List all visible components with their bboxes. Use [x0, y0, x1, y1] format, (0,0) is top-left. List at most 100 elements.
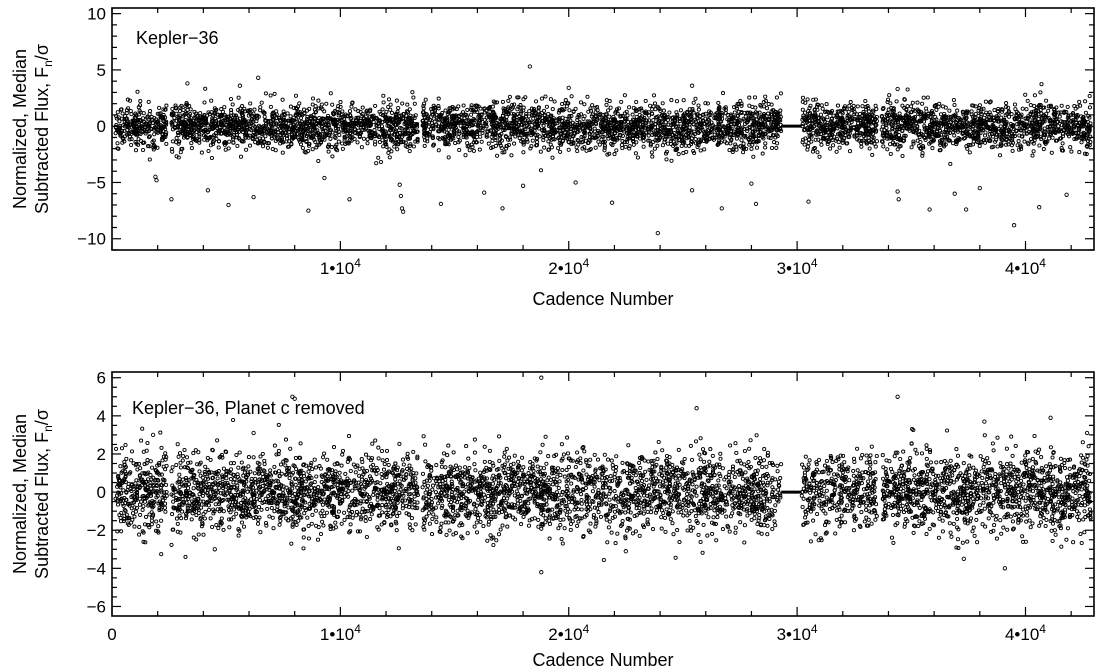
data-point	[824, 102, 829, 107]
data-point	[1006, 142, 1011, 147]
data-point	[467, 148, 472, 153]
data-point	[220, 109, 225, 114]
data-point	[667, 110, 672, 115]
data-point	[1083, 99, 1088, 104]
data-point	[512, 141, 517, 146]
data-point	[558, 149, 563, 154]
data-point	[813, 97, 818, 102]
data-point	[840, 140, 845, 145]
data-point	[834, 149, 839, 154]
data-point	[756, 139, 761, 144]
data-point	[495, 153, 500, 158]
data-point	[578, 100, 584, 105]
data-point	[705, 101, 710, 106]
data-point	[360, 105, 365, 110]
data-point	[652, 146, 657, 151]
data-point	[948, 161, 953, 166]
data-point	[660, 101, 665, 106]
data-point	[209, 98, 214, 103]
data-point	[999, 109, 1005, 114]
data-point	[387, 155, 392, 160]
data-point	[687, 143, 692, 148]
data-point	[244, 147, 249, 152]
data-point	[569, 94, 574, 99]
data-point	[524, 112, 529, 117]
data-point	[376, 155, 381, 160]
data-point	[147, 134, 152, 139]
data-point	[660, 143, 665, 148]
data-point	[846, 109, 851, 114]
data-point	[281, 109, 286, 114]
data-point	[874, 139, 879, 144]
data-point	[411, 144, 416, 149]
data-point	[852, 117, 857, 122]
data-point	[622, 111, 627, 116]
data-point	[608, 105, 613, 110]
data-point	[1087, 93, 1092, 99]
data-point	[1022, 139, 1027, 144]
data-point	[631, 142, 636, 147]
data-point	[619, 99, 624, 104]
data-point	[1079, 140, 1084, 145]
data-point	[1069, 149, 1074, 154]
data-point	[604, 102, 609, 107]
data-point	[627, 105, 632, 110]
data-point	[566, 147, 571, 152]
data-point	[1060, 141, 1065, 146]
data-point	[983, 99, 988, 104]
data-point	[1044, 98, 1049, 103]
data-point	[1041, 147, 1046, 152]
data-point	[805, 97, 810, 102]
data-point	[655, 143, 660, 148]
data-point	[465, 107, 470, 112]
data-point	[817, 154, 822, 159]
data-point	[268, 104, 273, 109]
data-point	[469, 103, 474, 108]
data-point	[381, 93, 386, 98]
data-point	[463, 153, 468, 158]
data-point	[176, 133, 181, 138]
data-point	[693, 141, 698, 146]
data-point	[157, 105, 162, 110]
data-point	[361, 136, 366, 141]
data-point	[542, 145, 547, 150]
data-point	[911, 139, 916, 144]
data-point	[1049, 150, 1054, 155]
data-point	[115, 110, 120, 115]
data-point	[388, 107, 393, 112]
data-point	[400, 101, 405, 106]
data-point	[874, 107, 879, 112]
data-point	[651, 93, 657, 98]
data-point	[646, 118, 652, 123]
data-point	[456, 134, 461, 140]
data-point	[585, 94, 590, 99]
data-point	[760, 151, 765, 156]
data-point	[1016, 139, 1021, 144]
data-point	[895, 147, 900, 152]
data-point	[407, 149, 412, 154]
data-point	[478, 134, 483, 139]
data-point	[337, 132, 342, 138]
data-point	[371, 120, 376, 125]
data-point	[533, 132, 538, 138]
data-point	[763, 145, 768, 150]
data-point	[174, 136, 179, 141]
data-point	[813, 137, 818, 142]
data-point	[330, 102, 335, 107]
data-point	[860, 104, 865, 109]
data-point	[493, 143, 498, 148]
data-point	[915, 100, 920, 105]
data-point	[888, 151, 893, 156]
data-point	[973, 111, 978, 117]
data-point	[1004, 101, 1009, 106]
data-point	[1057, 114, 1062, 119]
data-point	[293, 93, 299, 98]
data-point	[575, 148, 580, 154]
data-point	[879, 139, 885, 144]
data-point	[396, 105, 401, 111]
data-point	[716, 100, 721, 105]
data-point	[775, 141, 780, 146]
data-point	[430, 136, 435, 141]
data-point	[223, 118, 228, 123]
data-point	[394, 98, 399, 103]
